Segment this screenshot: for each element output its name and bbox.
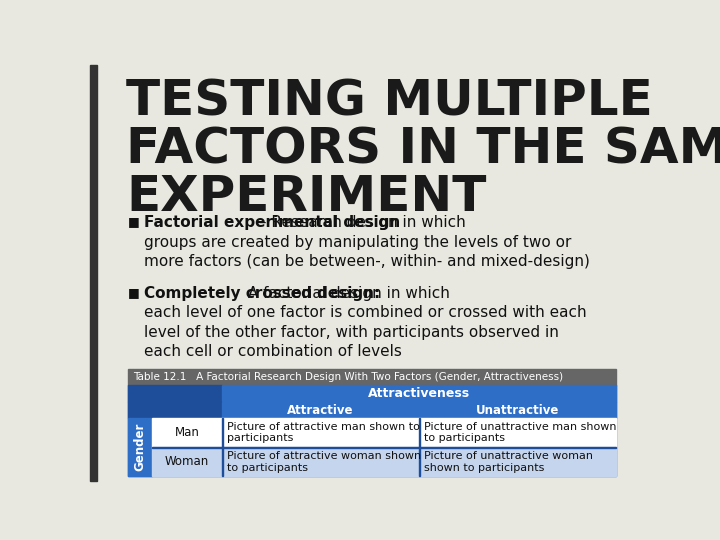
Bar <box>128 385 222 402</box>
Text: ■: ■ <box>128 286 140 299</box>
Text: Attractiveness: Attractiveness <box>368 387 469 400</box>
Text: each cell or combination of levels: each cell or combination of levels <box>143 345 402 359</box>
Text: Picture of unattractive man shown
to participants: Picture of unattractive man shown to par… <box>424 422 617 443</box>
Text: Completely crossed design:: Completely crossed design: <box>143 286 380 301</box>
Bar <box>222 418 418 447</box>
Bar <box>222 447 418 476</box>
Bar <box>418 418 616 447</box>
Text: Woman: Woman <box>165 455 209 468</box>
Bar <box>418 447 616 476</box>
Bar <box>128 418 152 476</box>
Bar <box>418 402 616 418</box>
Text: each level of one factor is combined or crossed with each: each level of one factor is combined or … <box>143 305 586 320</box>
Text: TESTING MULTIPLE: TESTING MULTIPLE <box>126 77 653 125</box>
Bar <box>418 418 420 476</box>
Bar <box>128 369 616 385</box>
Text: Gender: Gender <box>133 423 146 471</box>
Bar <box>90 65 96 481</box>
Text: Picture of unattractive woman
shown to participants: Picture of unattractive woman shown to p… <box>424 451 593 472</box>
Text: Picture of attractive woman shown
to participants: Picture of attractive woman shown to par… <box>228 451 421 472</box>
Text: Attractive: Attractive <box>287 403 354 417</box>
Bar <box>128 402 222 418</box>
Text: more factors (can be between-, within- and mixed-design): more factors (can be between-, within- a… <box>143 254 590 269</box>
Text: EXPERIMENT: EXPERIMENT <box>126 173 487 221</box>
Text: Unattractive: Unattractive <box>475 403 559 417</box>
Text: Picture of attractive man shown to
participants: Picture of attractive man shown to parti… <box>228 422 420 443</box>
Text: ■: ■ <box>128 215 140 228</box>
Text: groups are created by manipulating the levels of two or: groups are created by manipulating the l… <box>143 235 571 250</box>
Text: Man: Man <box>174 426 199 439</box>
Text: A factorial design in which: A factorial design in which <box>243 286 450 301</box>
Bar <box>152 447 222 476</box>
Bar <box>222 385 616 402</box>
Text: – Research design in which: – Research design in which <box>254 215 466 231</box>
Text: Factorial experimental design: Factorial experimental design <box>143 215 400 231</box>
Bar <box>128 385 616 476</box>
Bar <box>152 418 222 447</box>
Bar <box>222 402 418 418</box>
Text: level of the other factor, with participants observed in: level of the other factor, with particip… <box>143 325 559 340</box>
Text: Table 12.1   A Factorial Research Design With Two Factors (Gender, Attractivenes: Table 12.1 A Factorial Research Design W… <box>133 372 564 382</box>
Text: FACTORS IN THE SAME: FACTORS IN THE SAME <box>126 125 720 173</box>
Bar <box>152 447 616 448</box>
